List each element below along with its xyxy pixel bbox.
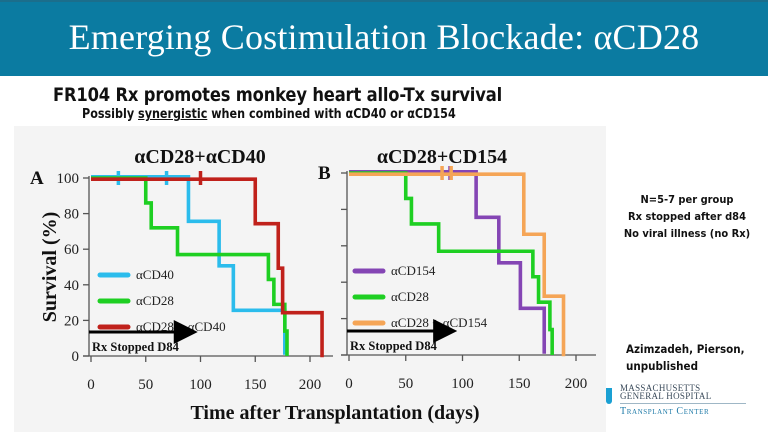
y-tick-label: 100: [57, 171, 80, 187]
slide-subtitle: FR104 Rx promotes monkey heart allo-Tx s…: [53, 84, 503, 106]
survival-curve-3: [91, 177, 324, 358]
legend-label: αCD40: [136, 267, 174, 282]
x-tick-label: 200: [565, 376, 588, 392]
chart-panel-a: αCD28+αCD40 A 0 20 40 60 80 100 0 50 100 150 200 αCD4…: [30, 146, 333, 393]
subsub-emphasis: synergistic: [138, 107, 208, 122]
x-tick-label: 0: [87, 377, 95, 393]
panel-letter: B: [318, 163, 331, 184]
survival-curve-3: [349, 172, 566, 357]
citation: Azimzadeh, Pierson, unpublished: [626, 341, 745, 375]
rx-stopped-label: Rx Stopped D84: [350, 339, 438, 353]
y-tick-label: 80: [64, 207, 79, 223]
x-tick-label: 50: [138, 377, 153, 393]
shield-icon: [606, 388, 612, 404]
title-bar: Emerging Costimulation Blockade: αCD28: [0, 0, 768, 76]
y-tick-label: 40: [64, 278, 79, 294]
chart-panel-b: αCD28+CD154 B 0 50 100 150 200 αCD154 αCD28 αCD28…: [318, 146, 596, 392]
legend-label: αCD28 + αCD154: [391, 315, 488, 330]
x-tick-label: 100: [189, 377, 212, 393]
logo-line2: GENERAL HOSPITAL: [620, 391, 712, 401]
rx-stopped-label: Rx Stopped D84: [92, 340, 180, 354]
y-axis-title: Survival (%): [39, 212, 61, 323]
x-tick-label: 0: [345, 376, 353, 392]
citation-line: Azimzadeh, Pierson,: [626, 342, 745, 356]
y-tick-label: 60: [64, 242, 79, 258]
x-tick-label: 50: [398, 376, 413, 392]
subsub-prefix: Possibly: [82, 107, 139, 122]
chart-title: αCD28+αCD40: [134, 146, 266, 168]
x-tick-label: 150: [244, 377, 267, 393]
mgh-logo: MASSACHUSETTS GENERAL HOSPITAL Transplan…: [606, 384, 756, 424]
x-tick-label: 200: [299, 377, 322, 393]
survival-curve-2: [349, 171, 554, 355]
y-tick-label: 0: [72, 349, 80, 365]
survival-curve-2: [91, 176, 289, 356]
note-line: No viral illness (no Rx): [623, 227, 751, 240]
note-line: Rx stopped after d84: [628, 210, 746, 223]
x-tick-label: 150: [508, 376, 531, 392]
panel-letter: A: [30, 168, 44, 189]
study-notes: N=5-7 per group Rx stopped after d84 No …: [606, 191, 768, 242]
legend-label: αCD28: [391, 289, 429, 304]
y-tick-label: 20: [64, 313, 79, 329]
citation-line: unpublished: [626, 359, 698, 373]
x-axis-title: Time after Transplantation (days): [190, 402, 479, 424]
x-tick-label: 100: [451, 376, 474, 392]
chart-title: αCD28+CD154: [377, 146, 507, 168]
survival-curve-1: [349, 169, 547, 354]
logo-line3: Transplant Center: [620, 406, 710, 417]
legend-label: αCD154: [391, 263, 436, 278]
note-line: N=5-7 per group: [640, 193, 734, 206]
survival-curve-1: [91, 174, 287, 355]
slide-subsubtitle: Possibly synergistic when combined with …: [82, 107, 456, 122]
subsub-suffix: when combined with αCD40 or αCD154: [207, 107, 456, 122]
legend-label: αCD28: [136, 293, 174, 308]
logo-divider: [620, 403, 746, 404]
logo-line1: MASSACHUSETTS: [620, 383, 701, 393]
slide-title: Emerging Costimulation Blockade: αCD28: [68, 17, 700, 57]
